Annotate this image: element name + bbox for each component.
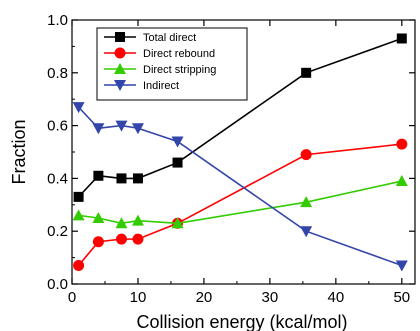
data-point-indirect xyxy=(300,226,313,238)
data-point-direct-rebound xyxy=(396,138,408,150)
data-point-indirect xyxy=(131,123,144,135)
data-point-direct-stripping xyxy=(300,196,313,208)
data-point-total-direct xyxy=(396,33,407,44)
x-tick-label: 50 xyxy=(393,289,410,306)
data-point-direct-stripping xyxy=(395,175,408,187)
data-point-direct-stripping xyxy=(72,209,85,221)
data-point-direct-rebound xyxy=(92,236,104,248)
legend-label-total-direct: Total direct xyxy=(143,32,196,44)
data-point-direct-rebound xyxy=(73,260,85,272)
series-layer xyxy=(72,33,408,272)
legend-marker-indirect xyxy=(114,80,126,91)
series-direct-rebound xyxy=(73,138,408,272)
data-point-indirect xyxy=(72,102,85,114)
y-tick-label: 1.0 xyxy=(47,12,68,29)
x-tick-label: 20 xyxy=(196,289,213,306)
y-tick-label: 0.4 xyxy=(47,170,68,187)
y-tick-label: 0.0 xyxy=(47,276,68,293)
x-tick-label: 0 xyxy=(68,289,76,306)
legend-item-indirect: Indirect xyxy=(104,80,179,92)
legend-label-indirect: Indirect xyxy=(143,80,179,92)
data-point-total-direct xyxy=(116,173,127,184)
data-point-direct-rebound xyxy=(132,233,144,245)
data-point-direct-stripping xyxy=(131,214,144,226)
legend-marker-direct-stripping xyxy=(114,63,126,74)
data-point-direct-stripping xyxy=(171,217,184,229)
data-point-direct-stripping xyxy=(92,212,105,223)
x-tick-label: 30 xyxy=(262,289,279,306)
data-point-total-direct xyxy=(172,157,183,168)
y-tick-label: 0.6 xyxy=(47,118,68,135)
legend-label-direct-rebound: Direct rebound xyxy=(143,48,215,60)
legend-item-direct-rebound: Direct rebound xyxy=(104,47,215,60)
data-point-indirect xyxy=(171,136,184,148)
x-tick-label: 10 xyxy=(130,289,147,306)
legend-item-direct-stripping: Direct stripping xyxy=(104,63,216,76)
x-tick-label: 40 xyxy=(328,289,345,306)
y-axis-title: Fraction xyxy=(9,119,29,184)
series-line-indirect xyxy=(78,106,403,267)
series-total-direct xyxy=(73,33,407,202)
data-point-total-direct xyxy=(132,173,143,184)
legend-marker-direct-rebound xyxy=(114,47,126,59)
y-tick-label: 0.8 xyxy=(47,65,68,82)
legend-marker-total-direct xyxy=(115,32,125,42)
x-axis-title: Collision energy (kcal/mol) xyxy=(136,312,347,331)
series-indirect xyxy=(72,102,408,272)
data-point-indirect xyxy=(92,123,105,135)
data-point-total-direct xyxy=(301,67,312,78)
data-point-indirect xyxy=(395,260,408,272)
data-point-total-direct xyxy=(73,191,84,202)
legend: Total direct Direct rebound Direct strippi… xyxy=(96,27,248,101)
series-line-direct-stripping xyxy=(78,180,402,225)
data-point-indirect xyxy=(115,120,128,132)
legend-label-direct-stripping: Direct stripping xyxy=(143,64,216,76)
y-tick-label: 0.2 xyxy=(47,223,68,240)
legend-item-total-direct: Total direct xyxy=(104,32,196,44)
axes-layer: 0 10 20 30 40 50 0.0 0.2 0.4 0.6 0.8 1.0 xyxy=(47,12,415,306)
data-point-direct-rebound xyxy=(300,149,312,161)
data-point-total-direct xyxy=(93,170,104,181)
data-point-direct-rebound xyxy=(115,233,127,245)
series-direct-stripping xyxy=(72,175,408,229)
data-point-direct-stripping xyxy=(115,217,128,229)
